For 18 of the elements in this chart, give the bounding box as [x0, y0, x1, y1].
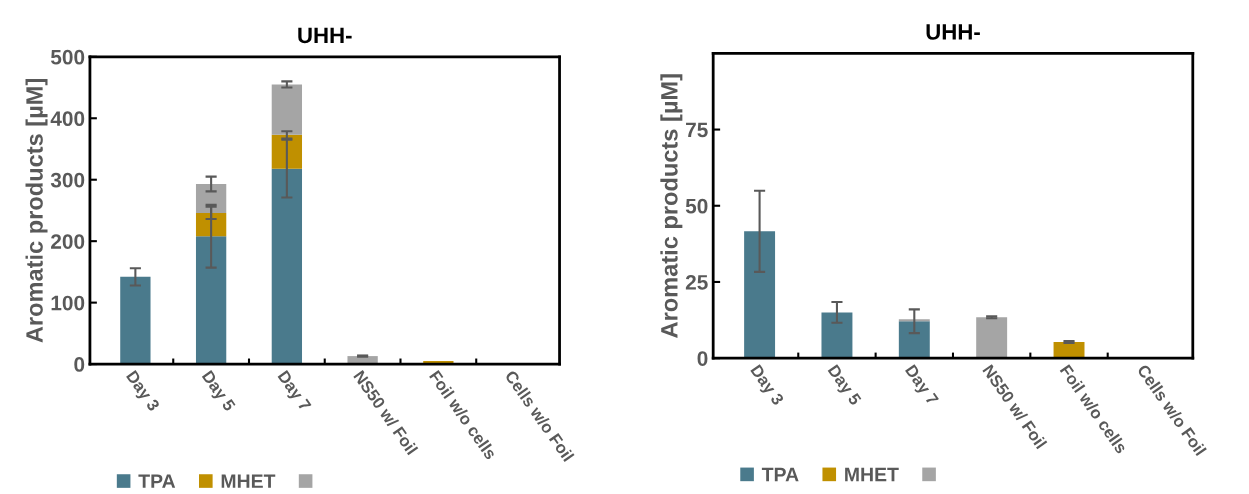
y-tick-label: 50: [685, 198, 708, 214]
legend-label: TPA: [138, 474, 176, 488]
y-axis-title: Aromatic products [µM]: [660, 74, 683, 338]
legend-label: MHET: [845, 467, 899, 482]
y-tick-label: 400: [50, 111, 85, 127]
y-axis-title: Aromatic products [µM]: [25, 79, 48, 343]
legend-label: TPA: [761, 467, 799, 482]
y-tick-label: 0: [74, 357, 85, 372]
y-tick-label: 500: [50, 49, 85, 65]
y-tick-label: 75: [686, 122, 708, 138]
chart-title: UHH-: [926, 24, 980, 40]
y-tick-label: 25: [685, 274, 708, 290]
legend-label: MHET: [221, 474, 276, 488]
y-tick-label: 300: [50, 172, 85, 188]
chart-title: UHH-: [298, 27, 352, 44]
y-tick-label: 200: [51, 234, 85, 249]
y-tick-label: 100: [51, 295, 85, 311]
y-tick-label: 0: [697, 351, 708, 366]
